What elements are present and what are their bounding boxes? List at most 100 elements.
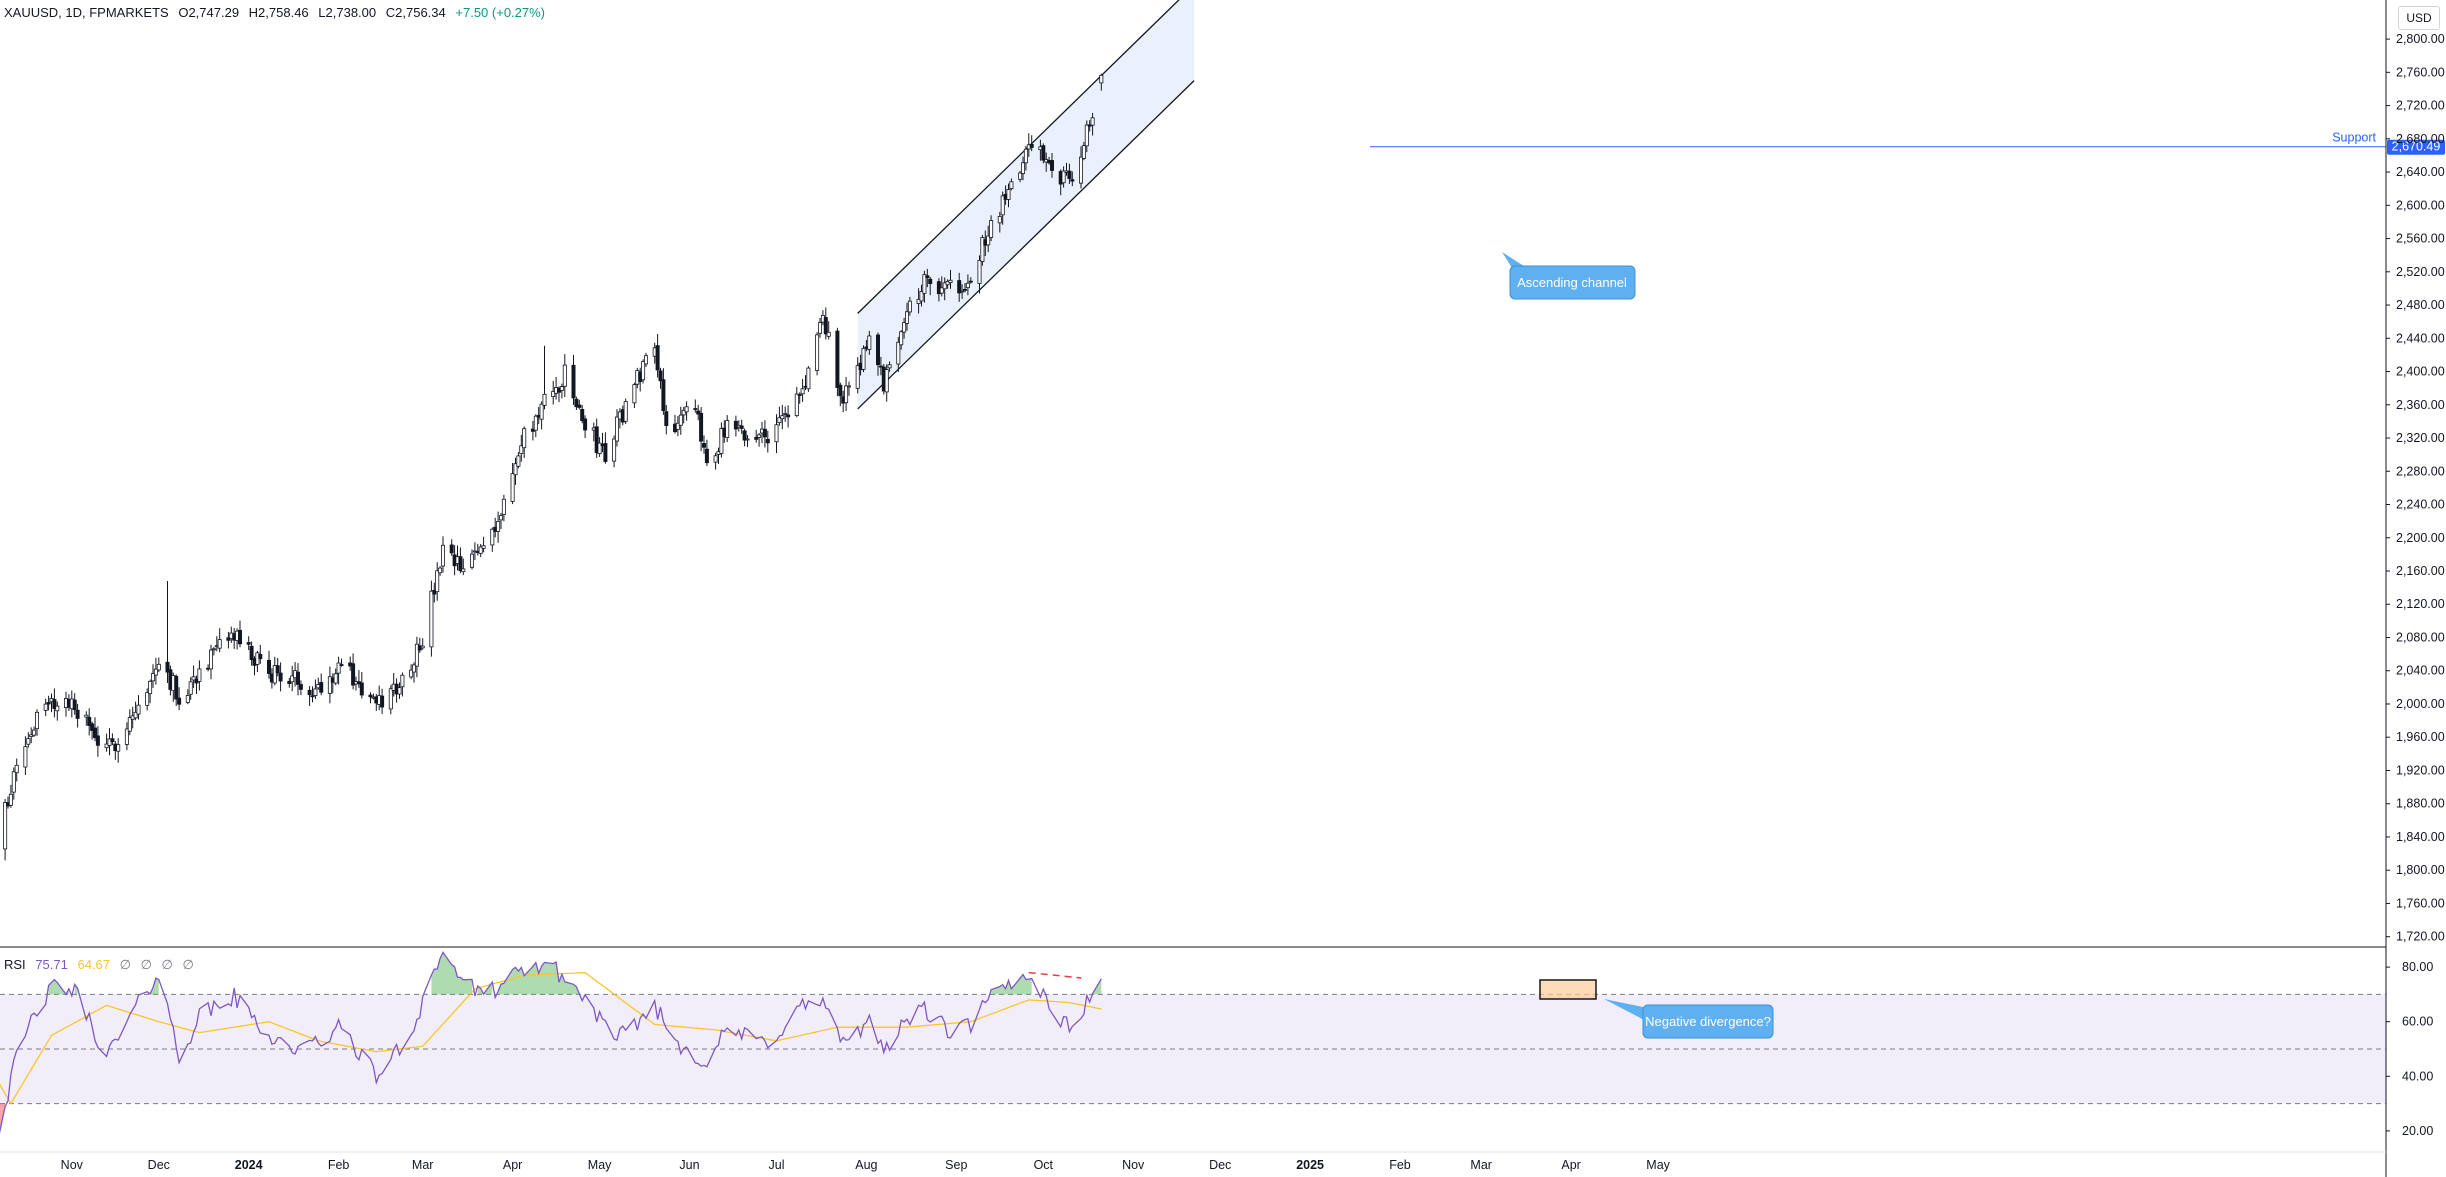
candle (307, 686, 312, 706)
candle-body-down (928, 278, 933, 284)
price-tick-label: 2,560.00 (2396, 232, 2445, 246)
candle (719, 422, 724, 458)
candle-body-up (522, 428, 527, 449)
time-tick-label: May (1646, 1158, 1670, 1172)
candle-body-up (977, 260, 982, 284)
candle-body-down (249, 645, 254, 660)
support-line[interactable]: Support 2,670.49 (1370, 131, 2445, 155)
candle-body-down (876, 334, 881, 366)
candle (278, 662, 283, 692)
price-tick-label: 2,320.00 (2396, 431, 2445, 445)
price-tick-label: 2,600.00 (2396, 198, 2445, 212)
rsi-overbought-fill (74, 984, 78, 995)
candle-body-up (1021, 162, 1026, 174)
candle-body-down (835, 330, 840, 388)
support-price-label: 2,670.49 (2392, 140, 2441, 154)
candle-body-up (777, 417, 782, 424)
rsi-name[interactable]: RSI (4, 957, 26, 972)
candle (46, 695, 51, 711)
negative-divergence-callout[interactable]: Negative divergence? (1604, 999, 1774, 1039)
candle-body-down (574, 398, 579, 408)
candle-body-up (861, 347, 866, 370)
candle-body-up (191, 676, 196, 681)
candle-body-down (754, 437, 759, 440)
candle (960, 284, 965, 299)
candle (806, 366, 811, 392)
candle-body-up (516, 455, 521, 467)
price-tick-label: 2,480.00 (2396, 298, 2445, 312)
candle-body-down (90, 723, 95, 731)
candle (928, 276, 933, 296)
ascending-channel-callout[interactable]: Ascending channel (1502, 252, 1636, 300)
candle (1070, 171, 1075, 187)
candle (754, 429, 759, 443)
candle (905, 302, 910, 331)
candle-body-up (939, 287, 944, 294)
candle (110, 733, 115, 746)
candle (594, 418, 599, 458)
price-tick-label: 2,280.00 (2396, 464, 2445, 478)
symbol-title[interactable]: XAUUSD, 1D, FPMARKETS (4, 5, 169, 20)
candle (298, 680, 303, 696)
candle-body-up (496, 521, 501, 532)
candle (815, 332, 820, 376)
candle (762, 420, 767, 448)
candle (745, 435, 750, 448)
candle-body-up (429, 590, 434, 648)
candle (1090, 112, 1095, 136)
time-tick-label: Apr (1561, 1158, 1580, 1172)
candle-body-down (380, 695, 385, 708)
candle-body-up (185, 695, 190, 703)
candle-body-up (478, 546, 483, 554)
candle-body-up (1079, 156, 1084, 184)
candle-body-down (603, 443, 608, 462)
candle-body-up (469, 553, 474, 568)
channel-lower-line[interactable] (857, 80, 1195, 410)
candle (678, 406, 683, 435)
candle (612, 435, 617, 468)
candle (855, 357, 860, 394)
candle-body-up (211, 648, 216, 651)
candle (237, 620, 242, 648)
candle (641, 359, 646, 384)
candle-body-up (136, 704, 141, 715)
candle-body-down (87, 716, 92, 726)
candle-body-up (519, 445, 524, 454)
price-tick-label: 1,920.00 (2396, 763, 2445, 777)
candle (513, 457, 518, 485)
candle (551, 380, 556, 405)
candle-body-up (896, 341, 901, 365)
candle-body-up (542, 393, 547, 406)
candle (835, 327, 840, 397)
rsi-tick-label: 40.00 (2402, 1069, 2433, 1083)
candle-body-up (104, 743, 109, 749)
candle (197, 660, 202, 691)
candle (1018, 170, 1023, 183)
candle (449, 539, 454, 556)
candle-body-up (1023, 148, 1028, 164)
candle-body-down (310, 695, 315, 698)
candle (510, 462, 515, 505)
currency-button[interactable]: USD (2398, 6, 2440, 30)
price-tick-label: 2,120.00 (2396, 597, 2445, 611)
candle-body-up (313, 688, 318, 696)
candle-body-down (95, 735, 100, 746)
candle (693, 399, 698, 413)
candle-body-down (226, 637, 231, 641)
candle-body-down (246, 642, 251, 645)
candle-body-down (1029, 143, 1034, 148)
candle-body-down (368, 694, 373, 698)
candle (498, 513, 503, 530)
candle (295, 663, 300, 696)
candle (777, 406, 782, 426)
candle (968, 277, 973, 284)
annotations[interactable]: Ascending channel (1502, 252, 1636, 300)
candle (1021, 156, 1026, 181)
candle-body-up (1099, 74, 1104, 84)
candle-body-down (266, 659, 271, 674)
candle-body-up (336, 662, 341, 674)
candle (1099, 73, 1104, 91)
candle-body-up (148, 680, 153, 695)
